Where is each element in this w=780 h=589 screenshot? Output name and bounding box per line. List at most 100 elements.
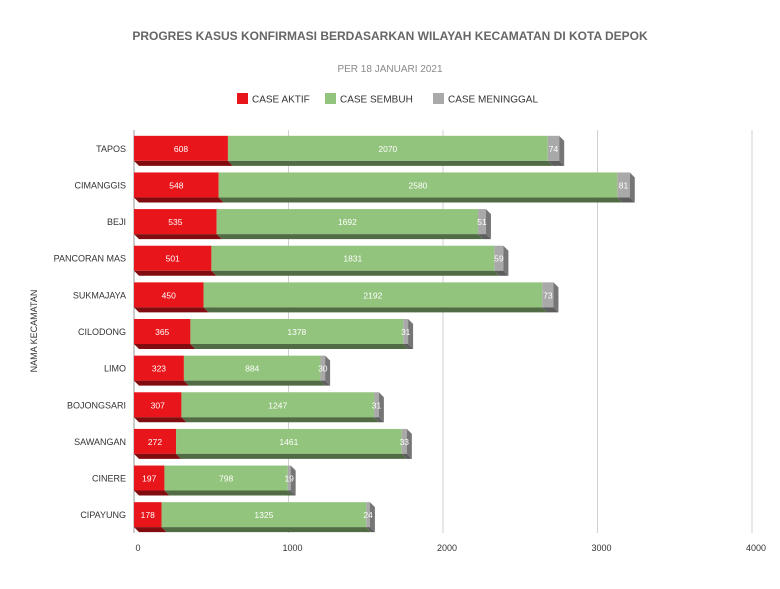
bar-side-depth <box>629 172 635 203</box>
bar-segment <box>134 209 217 235</box>
bar-segment-depth <box>161 527 372 533</box>
bar-segment-depth <box>478 234 491 240</box>
data-label: 884 <box>245 364 259 374</box>
bar-segment-depth <box>134 417 187 423</box>
data-label: 1461 <box>279 437 298 447</box>
data-label: 2580 <box>409 180 428 190</box>
bar-segment <box>374 392 379 418</box>
data-label: 51 <box>477 217 487 227</box>
bar-segment <box>401 428 407 454</box>
bar-segment-depth <box>134 453 182 459</box>
category-label: BOJONGSARI <box>67 400 126 410</box>
bar-segment-depth <box>134 307 209 313</box>
bar-segment-depth <box>227 160 553 166</box>
bar-side-depth <box>369 502 375 533</box>
bar-segment <box>320 355 326 381</box>
bar-segment-depth <box>134 380 189 386</box>
x-tick-label: 3000 <box>591 543 611 553</box>
chart-subtitle: PER 18 JANUARI 2021 <box>337 64 442 75</box>
category-label: LIMO <box>104 364 126 374</box>
data-label: 1325 <box>254 510 273 520</box>
bar-segment <box>161 502 367 528</box>
x-tick-label: 1000 <box>282 543 302 553</box>
bar-segment <box>227 135 548 161</box>
bar-segment <box>366 502 370 528</box>
data-label: 501 <box>166 254 180 264</box>
data-label: 608 <box>174 144 188 154</box>
bar-segment-depth <box>617 197 635 203</box>
data-label: 450 <box>162 290 176 300</box>
data-label: 30 <box>318 364 328 374</box>
bar-segment <box>134 135 228 161</box>
data-label: 24 <box>363 510 373 520</box>
bar-segment-depth <box>542 307 559 313</box>
bar-segment <box>134 282 204 308</box>
bar-segment <box>478 209 486 235</box>
category-label: BEJI <box>107 217 126 227</box>
bar-segment-depth <box>547 160 565 166</box>
legend-label: CASE SEMBUH <box>340 95 413 106</box>
x-tick-label: 0 <box>135 543 140 553</box>
data-label: 59 <box>494 254 504 264</box>
bar-side-depth <box>559 135 565 166</box>
x-tick-label: 2000 <box>437 543 457 553</box>
legend-swatch <box>325 93 336 104</box>
bar-side-depth <box>406 428 412 459</box>
category-label: TAPOS <box>96 144 126 154</box>
data-label: 1692 <box>338 217 357 227</box>
data-label: 74 <box>549 144 559 154</box>
bar-segment <box>134 502 162 528</box>
bar-segment-depth <box>176 453 407 459</box>
bar-segment-depth <box>216 234 484 240</box>
data-label: 2070 <box>378 144 397 154</box>
category-label: CIMANGGIS <box>74 180 126 190</box>
legend-swatch <box>237 93 248 104</box>
bar-segment <box>164 465 288 491</box>
data-label: 197 <box>142 474 156 484</box>
bar-side-depth <box>503 245 509 276</box>
data-label: 798 <box>219 474 233 484</box>
bar-side-depth <box>325 355 331 386</box>
bar-segment <box>176 428 402 454</box>
bar-segment <box>183 355 321 381</box>
bar-segment-depth <box>401 453 412 459</box>
bar-segment-depth <box>320 380 331 386</box>
data-label: 272 <box>148 437 162 447</box>
bar-segment <box>134 319 191 344</box>
bar-segment <box>287 465 291 491</box>
bar-segment-depth <box>134 527 167 533</box>
category-label: CILODONG <box>78 327 126 337</box>
data-label: 81 <box>619 180 629 190</box>
bar-segment-depth <box>211 270 500 276</box>
bar-segment <box>134 245 212 271</box>
bar-segment-depth <box>190 344 409 349</box>
legend-label: CASE AKTIF <box>252 95 310 106</box>
bar-side-depth <box>408 319 414 349</box>
bar-segment <box>134 355 184 381</box>
bar-segment-depth <box>374 417 384 423</box>
bar-segment-depth <box>181 417 380 423</box>
bar-segment <box>134 172 219 198</box>
data-label: 535 <box>168 217 182 227</box>
legend-label: CASE MENINGGAL <box>448 95 538 106</box>
bar-segment <box>134 465 165 491</box>
bar-segment-depth <box>164 490 293 496</box>
bar-side-depth <box>290 465 296 496</box>
data-label: 2192 <box>363 290 382 300</box>
bar-segment <box>403 319 409 344</box>
category-label: SUKMAJAYA <box>73 290 126 300</box>
data-label: 365 <box>155 327 169 337</box>
category-label: PANCORAN MAS <box>54 254 126 264</box>
data-label: 33 <box>400 437 410 447</box>
bar-segment <box>134 392 182 418</box>
bar-side-depth <box>378 392 384 423</box>
bar-segment-depth <box>134 270 217 276</box>
bar-segment <box>134 428 177 454</box>
bar-segment <box>216 209 479 235</box>
legend-swatch <box>433 93 444 104</box>
data-label: 1378 <box>287 327 306 337</box>
bar-segment-depth <box>403 344 414 349</box>
chart-title: PROGRES KASUS KONFIRMASI BERDASARKAN WIL… <box>132 29 648 43</box>
bar-segment <box>547 135 560 161</box>
